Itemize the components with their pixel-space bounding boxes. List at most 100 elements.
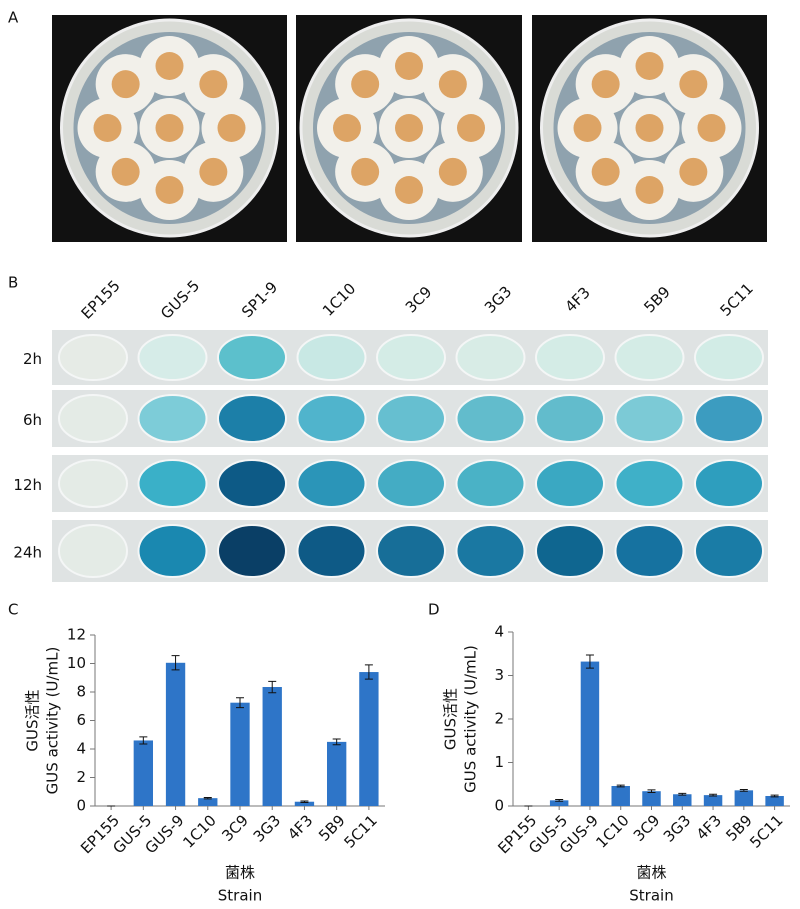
bar bbox=[673, 794, 692, 806]
well bbox=[296, 394, 367, 443]
column-label: GUS-5 bbox=[157, 277, 203, 323]
colony-center bbox=[199, 70, 228, 99]
x-tick-label: 3C9 bbox=[218, 811, 252, 845]
y-tick-label: 2 bbox=[76, 768, 86, 786]
well bbox=[58, 394, 128, 443]
y-tick-label: 8 bbox=[76, 683, 86, 701]
x-tick-label: 3G3 bbox=[660, 811, 694, 845]
colony-center bbox=[199, 157, 228, 186]
y-tick-label: 6 bbox=[76, 711, 86, 729]
well bbox=[58, 334, 128, 381]
x-axis-label: 菌株 bbox=[636, 864, 666, 882]
x-tick-label: 5C11 bbox=[341, 811, 381, 851]
well bbox=[694, 334, 764, 381]
well bbox=[296, 334, 367, 381]
y-axis-label: GUS活性 bbox=[442, 688, 460, 750]
x-axis-label: Strain bbox=[629, 887, 673, 905]
well bbox=[614, 394, 685, 443]
column-label: 1C10 bbox=[319, 279, 359, 319]
well bbox=[455, 394, 526, 443]
bar bbox=[734, 790, 754, 806]
x-tick-label: 3G3 bbox=[250, 811, 284, 845]
bar bbox=[580, 661, 600, 806]
colony-center bbox=[155, 114, 184, 142]
colony-center bbox=[395, 52, 423, 80]
colony-center bbox=[155, 176, 184, 204]
x-tick-label: 3C9 bbox=[630, 811, 664, 845]
y-tick-label: 1 bbox=[494, 753, 504, 771]
colony-center bbox=[457, 114, 485, 142]
bar bbox=[611, 785, 630, 806]
colony-center bbox=[111, 157, 140, 186]
colony-center bbox=[217, 114, 246, 142]
well bbox=[217, 524, 287, 578]
x-axis-label: Strain bbox=[218, 887, 262, 905]
well bbox=[614, 524, 685, 578]
well bbox=[376, 524, 446, 578]
well bbox=[217, 394, 287, 443]
error-bar bbox=[647, 789, 656, 794]
y-tick-label: 4 bbox=[494, 623, 504, 641]
x-tick-label: 4F3 bbox=[284, 811, 316, 843]
well bbox=[58, 459, 128, 508]
error-bar bbox=[203, 796, 212, 800]
colony-center bbox=[438, 157, 467, 186]
x-tick-label: 1C10 bbox=[592, 811, 632, 851]
error-bar bbox=[616, 784, 625, 788]
well bbox=[376, 394, 446, 443]
error-bar bbox=[709, 793, 718, 797]
y-tick-label: 12 bbox=[67, 626, 86, 644]
column-label: 3C9 bbox=[402, 283, 436, 317]
error-bar bbox=[770, 794, 779, 798]
bar bbox=[198, 798, 218, 806]
bar bbox=[294, 801, 315, 806]
bar bbox=[765, 795, 784, 806]
colony-center bbox=[679, 70, 708, 99]
bar bbox=[359, 672, 379, 806]
well bbox=[535, 459, 605, 508]
well bbox=[535, 334, 605, 381]
error-bar bbox=[300, 800, 309, 803]
error-bar bbox=[171, 655, 180, 671]
colony-center bbox=[438, 70, 467, 99]
x-tick-label: 4F3 bbox=[693, 811, 725, 843]
y-tick-label: 0 bbox=[494, 797, 504, 815]
column-label: SP1-9 bbox=[238, 278, 281, 321]
colony-center bbox=[697, 114, 726, 142]
error-bar bbox=[585, 654, 594, 669]
bar bbox=[133, 740, 153, 806]
colony-center bbox=[111, 70, 140, 99]
well bbox=[296, 524, 367, 578]
colony-center bbox=[679, 157, 708, 186]
panel-label: B bbox=[8, 274, 18, 292]
column-label: 3G3 bbox=[481, 282, 515, 316]
well bbox=[376, 334, 446, 381]
colony-center bbox=[591, 70, 620, 99]
well bbox=[217, 459, 287, 508]
colony-center bbox=[351, 70, 380, 99]
error-bar bbox=[139, 736, 148, 745]
well bbox=[614, 334, 685, 381]
error-bar bbox=[236, 697, 244, 709]
well bbox=[535, 394, 605, 443]
plate-photos bbox=[52, 15, 767, 242]
well bbox=[137, 394, 208, 443]
error-bar bbox=[268, 680, 277, 694]
error-bar bbox=[739, 788, 748, 792]
row-label: 12h bbox=[13, 476, 42, 494]
x-tick-label: 5C11 bbox=[746, 811, 786, 851]
error-bar bbox=[555, 798, 564, 802]
well bbox=[694, 394, 764, 443]
colony-center bbox=[333, 114, 361, 142]
colony-center bbox=[635, 176, 664, 204]
column-label: 5B9 bbox=[640, 283, 674, 317]
colony-center bbox=[93, 114, 122, 142]
well bbox=[376, 459, 446, 508]
y-tick-label: 10 bbox=[67, 654, 86, 672]
colony-center bbox=[395, 176, 423, 204]
error-bar bbox=[364, 664, 373, 680]
well bbox=[614, 459, 685, 508]
panel-label: C bbox=[8, 601, 18, 619]
well-photos bbox=[52, 330, 768, 582]
